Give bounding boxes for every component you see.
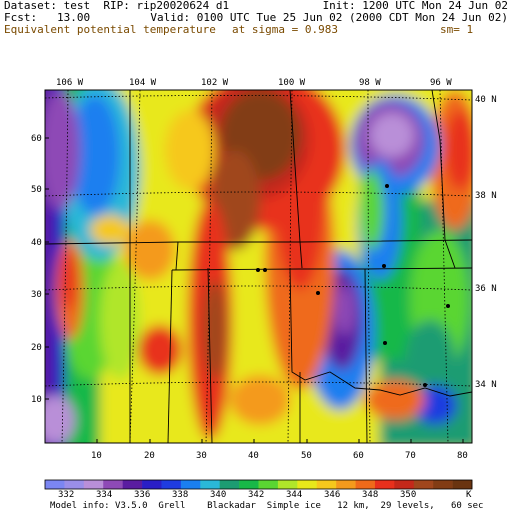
lon-label-104w: 104 W xyxy=(129,78,157,88)
colorbar-label-348: 348 xyxy=(362,490,379,500)
colorbar-swatch xyxy=(161,480,182,489)
grid-x-20: 20 xyxy=(144,451,155,461)
city-dot xyxy=(316,291,320,295)
colorbar-label-336: 336 xyxy=(134,490,151,500)
colorbar-swatch xyxy=(277,480,298,489)
lon-label-106w: 106 W xyxy=(56,78,84,88)
shaded-field xyxy=(45,90,472,443)
lon-label-96w: 96 W xyxy=(430,78,452,88)
colorbar-label-344: 344 xyxy=(286,490,303,500)
colorbar-swatch xyxy=(394,480,415,489)
color-legend xyxy=(44,479,473,490)
grid-x-10: 10 xyxy=(91,451,102,461)
colorbar-label-332: 332 xyxy=(58,490,75,500)
grid-y-50: 50 xyxy=(31,185,42,195)
grid-y-30: 30 xyxy=(31,290,42,300)
grid-y-40: 40 xyxy=(31,238,42,248)
colorbar-swatch xyxy=(180,480,201,489)
colorbar-swatch xyxy=(200,480,220,489)
colorbar-swatch xyxy=(433,480,453,489)
colorbar-swatch xyxy=(336,480,356,489)
lon-label-102w: 102 W xyxy=(201,78,229,88)
colorbar-label-338: 338 xyxy=(172,490,189,500)
colorbar-label-342: 342 xyxy=(248,490,265,500)
colorbar-swatch xyxy=(374,480,395,489)
grid-y-60: 60 xyxy=(31,134,42,144)
grid-x-30: 30 xyxy=(196,451,207,461)
lon-label-98w: 98 W xyxy=(359,78,381,88)
city-dot xyxy=(385,184,389,188)
forecast-hour: Fcst: 13.00 xyxy=(4,11,91,24)
grid-x-80: 80 xyxy=(457,451,468,461)
grid-x-70: 70 xyxy=(405,451,416,461)
colorbar-swatch xyxy=(413,480,434,489)
colorbar-swatch xyxy=(83,480,104,489)
smoothing: sm= 1 xyxy=(440,23,474,36)
lat-label-38n: 38 N xyxy=(475,191,497,201)
colorbar-swatch xyxy=(297,480,318,489)
colorbar-label-334: 334 xyxy=(96,490,113,500)
y-ticks xyxy=(45,137,49,400)
city-dot xyxy=(256,268,260,272)
field-title: Equivalent potential temperature xyxy=(4,23,216,36)
lat-label-36n: 36 N xyxy=(475,284,497,294)
colorbar-frame xyxy=(44,479,473,490)
city-dot xyxy=(383,341,387,345)
colorbar-swatch xyxy=(142,480,162,489)
colorbar-unit: K xyxy=(466,490,472,500)
city-markers xyxy=(256,184,450,387)
dataset-line: Dataset: test RIP: rip20020624 d1 xyxy=(4,0,230,12)
model-info: Model info: V3.5.0 Grell Blackadar Simpl… xyxy=(50,501,484,511)
grid-y-10: 10 xyxy=(31,395,42,405)
sigma-level: at sigma = 0.983 xyxy=(232,23,338,36)
graticule xyxy=(44,89,473,444)
state-boundaries xyxy=(44,89,473,444)
city-dot xyxy=(263,268,267,272)
colorbar-swatch xyxy=(64,480,85,489)
grid-x-60: 60 xyxy=(353,451,364,461)
lon-label-100w: 100 W xyxy=(278,78,306,88)
colorbar-swatch xyxy=(122,480,143,489)
colorbar-swatch xyxy=(103,480,123,489)
city-dot xyxy=(446,304,450,308)
colorbar-swatch xyxy=(258,480,279,489)
init-time: Init: 1200 UTC Mon 24 Jun 02 xyxy=(322,0,508,12)
city-dot xyxy=(382,264,386,268)
grid-x-50: 50 xyxy=(301,451,312,461)
city-dot xyxy=(423,383,427,387)
lat-label-40n: 40 N xyxy=(475,95,497,105)
colorbar-swatch xyxy=(355,480,376,489)
grid-x-40: 40 xyxy=(248,451,259,461)
colorbar-swatch xyxy=(316,480,337,489)
colorbar-swatch xyxy=(45,480,65,489)
grid-y-20: 20 xyxy=(31,343,42,353)
x-ticks xyxy=(96,439,464,443)
colorbar-swatch xyxy=(239,480,259,489)
lat-label-34n: 34 N xyxy=(475,380,497,390)
valid-time: Valid: 0100 UTC Tue 25 Jun 02 (2000 CDT … xyxy=(150,11,508,24)
colorbar-swatch xyxy=(452,480,473,489)
colorbar-label-340: 340 xyxy=(210,490,227,500)
plot-frame xyxy=(44,89,473,444)
colorbar-label-350: 350 xyxy=(400,490,417,500)
colorbar-swatch xyxy=(219,480,240,489)
colorbar-label-346: 346 xyxy=(324,490,341,500)
